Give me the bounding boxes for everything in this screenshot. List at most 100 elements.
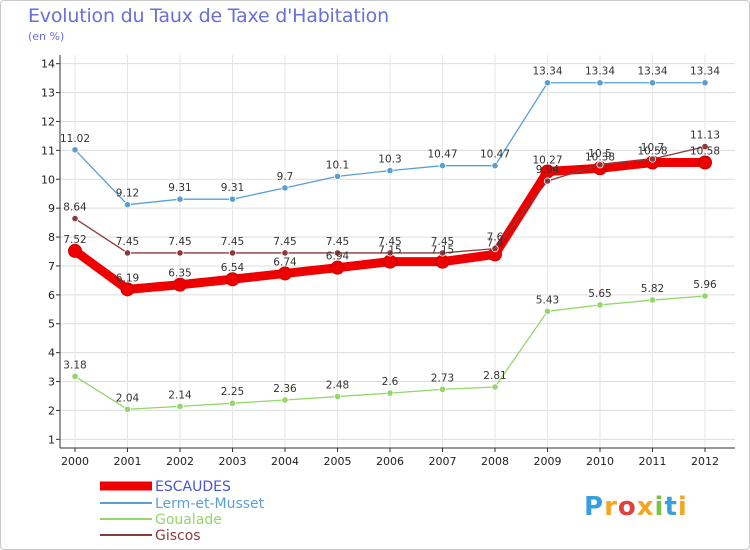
chart-subtitle: (en %): [28, 30, 65, 43]
data-point: [228, 195, 237, 203]
data-label: 10.7: [641, 142, 664, 154]
logo-letter: r: [604, 492, 618, 522]
data-point: [225, 272, 240, 287]
data-label: 10.58: [690, 145, 720, 157]
data-point: [596, 301, 604, 309]
data-label: 7.45: [116, 236, 139, 248]
data-label: 2.81: [483, 370, 506, 382]
data-label: 7.15: [431, 245, 454, 257]
data-point: [596, 161, 604, 169]
data-label: 2.14: [168, 389, 192, 401]
data-point: [281, 396, 289, 404]
data-point: [176, 249, 184, 257]
series-goualade: [71, 292, 709, 413]
data-point: [543, 307, 552, 315]
data-label: 6.19: [116, 272, 139, 284]
data-label: 11.13: [690, 130, 720, 142]
data-label: 5.65: [588, 288, 611, 300]
data-point: [438, 162, 447, 170]
data-label: 10.3: [378, 154, 401, 166]
data-label: 7.45: [378, 236, 401, 248]
x-tick-label: 2010: [586, 455, 614, 468]
chart-title: Evolution du Taux de Taxe d'Habitation: [28, 5, 389, 27]
logo-letter: i: [677, 492, 688, 522]
data-label: 5.43: [536, 294, 559, 306]
x-tick-label: 2011: [639, 455, 667, 468]
data-point: [278, 266, 292, 281]
data-point: [491, 162, 499, 170]
legend-label: Goualade: [155, 512, 222, 528]
legend-label: ESCAUDES: [155, 479, 231, 495]
y-tick-label: 6: [48, 289, 55, 302]
data-point: [435, 254, 450, 269]
data-label: 7.45: [168, 236, 191, 248]
data-label: 5.96: [693, 279, 717, 291]
data-point: [701, 143, 709, 151]
data-point: [596, 79, 604, 87]
data-point: [491, 245, 499, 253]
data-label: 2.6: [382, 376, 399, 388]
y-tick-label: 14: [41, 58, 55, 71]
data-label: 2.48: [326, 380, 349, 392]
data-point: [543, 177, 552, 185]
data-label: 2.36: [273, 383, 297, 395]
series-layer: [68, 79, 712, 413]
data-label: 2.04: [116, 392, 140, 404]
data-point: [543, 79, 552, 87]
grid: [60, 55, 735, 448]
y-tick-label: 9: [48, 202, 55, 215]
data-label: 10.47: [427, 149, 457, 161]
y-tick-label: 12: [41, 115, 55, 128]
data-point: [438, 385, 447, 393]
data-label: 13.34: [637, 66, 667, 78]
data-point: [281, 249, 289, 257]
data-point: [71, 372, 79, 380]
data-point: [438, 249, 447, 257]
y-tick-label: 3: [48, 376, 55, 389]
data-point: [698, 155, 712, 170]
data-point: [386, 249, 394, 257]
data-point: [71, 146, 79, 154]
data-label: 5.82: [641, 283, 664, 295]
data-point: [386, 166, 394, 175]
data-label: 6.54: [221, 262, 245, 274]
y-tick-label: 5: [48, 318, 55, 331]
data-point: [176, 195, 184, 203]
logo-letter: P: [584, 492, 605, 522]
logo-letter: o: [617, 492, 637, 522]
y-tick-label: 7: [48, 260, 55, 273]
logo-letter: x: [636, 492, 655, 522]
data-label: 7.15: [378, 245, 401, 257]
data-label: 2.25: [221, 386, 244, 398]
logo-letter: i: [654, 492, 665, 522]
data-label: 7.45: [221, 236, 244, 248]
data-label: 9.12: [116, 188, 139, 200]
data-label: 10.1: [326, 159, 349, 171]
x-tick-label: 2003: [219, 455, 247, 468]
data-label: 3.18: [63, 359, 86, 371]
data-label: 13.34: [690, 66, 720, 78]
series-giscos: [71, 143, 709, 257]
data-point: [333, 392, 342, 401]
data-label: 10.58: [637, 145, 667, 157]
data-label: 7.45: [273, 236, 296, 248]
data-label: 6.94: [326, 251, 350, 263]
data-point: [333, 249, 342, 257]
data-label: 7.4: [487, 237, 504, 249]
x-tick-label: 2007: [429, 455, 457, 468]
data-label: 13.34: [532, 66, 562, 78]
data-point: [386, 389, 394, 397]
legend-label: Lerm-et-Musset: [155, 496, 265, 512]
x-tick-label: 2000: [61, 455, 89, 468]
y-tick-label: 4: [48, 347, 55, 360]
data-label: 9.31: [221, 182, 244, 194]
data-label: 8.64: [63, 202, 87, 214]
data-point: [333, 172, 342, 180]
data-label: 9.94: [536, 164, 560, 176]
data-label: 10.27: [532, 154, 562, 166]
y-tick-label: 11: [41, 144, 55, 157]
data-label: 9.31: [168, 182, 191, 194]
